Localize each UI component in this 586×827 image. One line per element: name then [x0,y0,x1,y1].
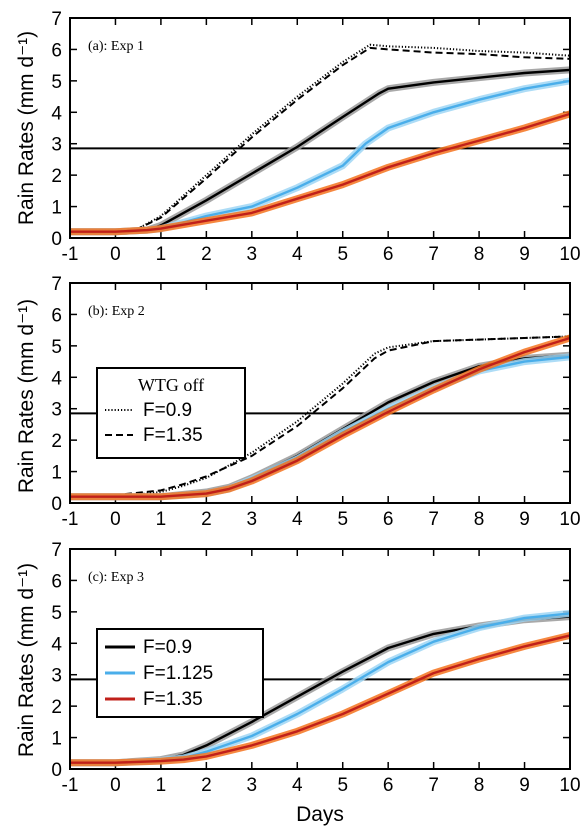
x-tick-label: 8 [474,244,485,265]
y-tick-label: 1 [51,198,62,219]
series-envelope [70,77,571,236]
y-tick-label: 2 [51,166,62,187]
x-tick-label: 7 [428,775,439,796]
x-tick-label: 9 [519,775,530,796]
y-tick-label: 1 [51,463,62,484]
y-tick-label: 0 [51,229,62,250]
x-tick-label: -1 [62,775,79,796]
y-tick-label: 5 [51,337,62,358]
x-tick-label: 5 [337,244,348,265]
y-axis-label-c: Rain Rates (mm d⁻¹) [15,563,38,757]
plot-frame [69,17,571,239]
series-line-4 [70,79,571,233]
x-tick-label: 8 [474,509,485,530]
series-line-5 [70,336,571,498]
y-tick-label: 0 [51,494,62,515]
y-axis-label-b: Rain Rates (mm d⁻¹) [15,299,38,493]
y-tick-label: 3 [51,666,62,687]
x-tick-label: 1 [156,775,167,796]
y-tick-label: 5 [51,72,62,93]
series-line-1 [70,43,571,232]
y-tick-label: 1 [51,729,62,750]
y-tick-label: 7 [51,9,62,30]
plot-frame [69,282,571,504]
series-line-2 [70,335,571,497]
panel-label: (c): Exp 3 [88,570,144,585]
x-tick-label: 4 [292,509,303,530]
series-line-1 [70,335,571,498]
x-tick-label: 10 [559,509,580,530]
x-tick-label: 6 [383,509,394,530]
x-tick-label: 7 [428,509,439,530]
x-tick-label: 10 [559,775,580,796]
legend-entry: F=1.35 [143,425,203,446]
x-tick-label: 2 [201,244,212,265]
x-axis-label-c: Days [296,803,344,826]
legend-title: WTG off [138,375,204,395]
y-tick-label: 0 [51,760,62,781]
y-tick-label: 3 [51,135,62,156]
legend-entry: F=1.35 [143,689,203,710]
y-tick-label: 6 [51,40,62,61]
x-tick-label: 0 [110,244,121,265]
x-tick-label: 9 [519,509,530,530]
x-tick-label: 4 [292,244,303,265]
y-tick-label: 6 [51,305,62,326]
panel-label: (a): Exp 1 [88,39,144,54]
x-tick-label: 5 [337,775,348,796]
x-tick-label: 3 [247,244,258,265]
x-tick-label: 7 [428,244,439,265]
x-tick-label: 4 [292,775,303,796]
x-tick-label: 2 [201,509,212,530]
x-tick-label: -1 [62,244,79,265]
y-tick-label: 4 [51,634,62,655]
y-tick-label: 2 [51,431,62,452]
x-tick-label: 1 [156,244,167,265]
legend-entry: F=0.9 [143,400,192,421]
x-tick-label: 9 [519,244,530,265]
x-tick-label: 8 [474,775,485,796]
series-line-5 [70,112,571,233]
y-tick-label: 5 [51,603,62,624]
y-tick-label: 6 [51,571,62,592]
legend-entry: F=1.125 [143,663,213,684]
x-tick-label: 10 [559,244,580,265]
legend-box [96,367,246,459]
x-tick-label: 2 [201,775,212,796]
x-tick-label: 0 [110,775,121,796]
y-tick-label: 7 [51,540,62,561]
x-tick-label: 6 [383,244,394,265]
x-tick-label: 0 [110,509,121,530]
series-line-3 [70,634,571,764]
legend-entry: F=0.9 [143,637,192,658]
panel-label: (b): Exp 2 [88,304,145,319]
x-tick-label: -1 [62,509,79,530]
y-tick-label: 4 [51,368,62,389]
x-tick-label: 6 [383,775,394,796]
y-tick-label: 2 [51,697,62,718]
x-tick-label: 5 [337,509,348,530]
y-tick-label: 7 [51,274,62,295]
x-tick-label: 3 [247,509,258,530]
series-line-2 [70,46,571,233]
y-tick-label: 3 [51,400,62,421]
y-axis-label-a: Rain Rates (mm d⁻¹) [15,31,38,225]
y-tick-label: 4 [51,103,62,124]
plot-frame [69,548,571,770]
x-tick-label: 1 [156,509,167,530]
x-tick-label: 3 [247,775,258,796]
